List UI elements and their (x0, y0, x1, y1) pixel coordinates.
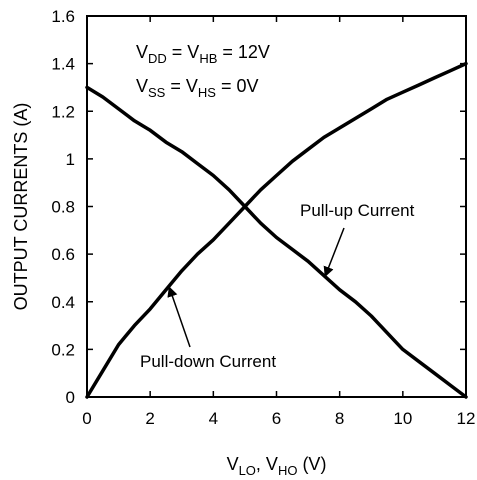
x-tick-label: 6 (272, 409, 281, 428)
y-tick-label: 0.4 (51, 293, 75, 312)
y-tick-label: 0.2 (51, 340, 75, 359)
y-tick-label: 0.8 (51, 198, 75, 217)
y-tick-label: 1.2 (51, 102, 75, 121)
y-tick-label: 1.4 (51, 55, 75, 74)
plot-frame (86, 15, 467, 398)
pull-down-current-line (85, 61, 468, 399)
pull-down-current-label: Pull-down Current (140, 352, 276, 371)
test-condition-1: VDD = VHB = 12V (136, 42, 270, 66)
x-tick-label: 0 (82, 409, 91, 428)
annotation-backdrop-2 (135, 350, 300, 373)
x-axis-title: VLO, VHO (V) (227, 454, 327, 478)
y-tick-label: 0 (66, 388, 75, 407)
pull-up-current-line (85, 85, 468, 399)
x-tick-label: 12 (457, 409, 476, 428)
x-tick-label: 2 (145, 409, 154, 428)
test-condition-2: VSS = VHS = 0V (136, 76, 258, 100)
pull-up-current-label: Pull-up Current (300, 201, 415, 220)
y-tick-label: 1 (66, 150, 75, 169)
y-tick-label: 1.6 (51, 7, 75, 26)
y-tick-label: 0.6 (51, 245, 75, 264)
series-annotations: Pull-up Current Pull-down Current (135, 199, 442, 373)
data-series (85, 61, 468, 399)
tick-labels: 0 2 4 6 8 10 12 0 0.2 0.4 0.6 0.8 1 1.2 1.4 1.6 (51, 7, 475, 428)
annotation-arrow-1 (323, 227, 345, 278)
y-axis-title: OUTPUT CURRENTS (A) (11, 103, 31, 311)
annotation-arrow-2 (167, 286, 191, 348)
x-tick-label: 4 (209, 409, 218, 428)
test-conditions: VDD = VHB = 12V VSS = VHS = 0V (136, 42, 270, 100)
x-tick-label: 10 (393, 409, 412, 428)
annotation-backdrop-1 (295, 199, 442, 222)
x-tick-label: 8 (335, 409, 344, 428)
